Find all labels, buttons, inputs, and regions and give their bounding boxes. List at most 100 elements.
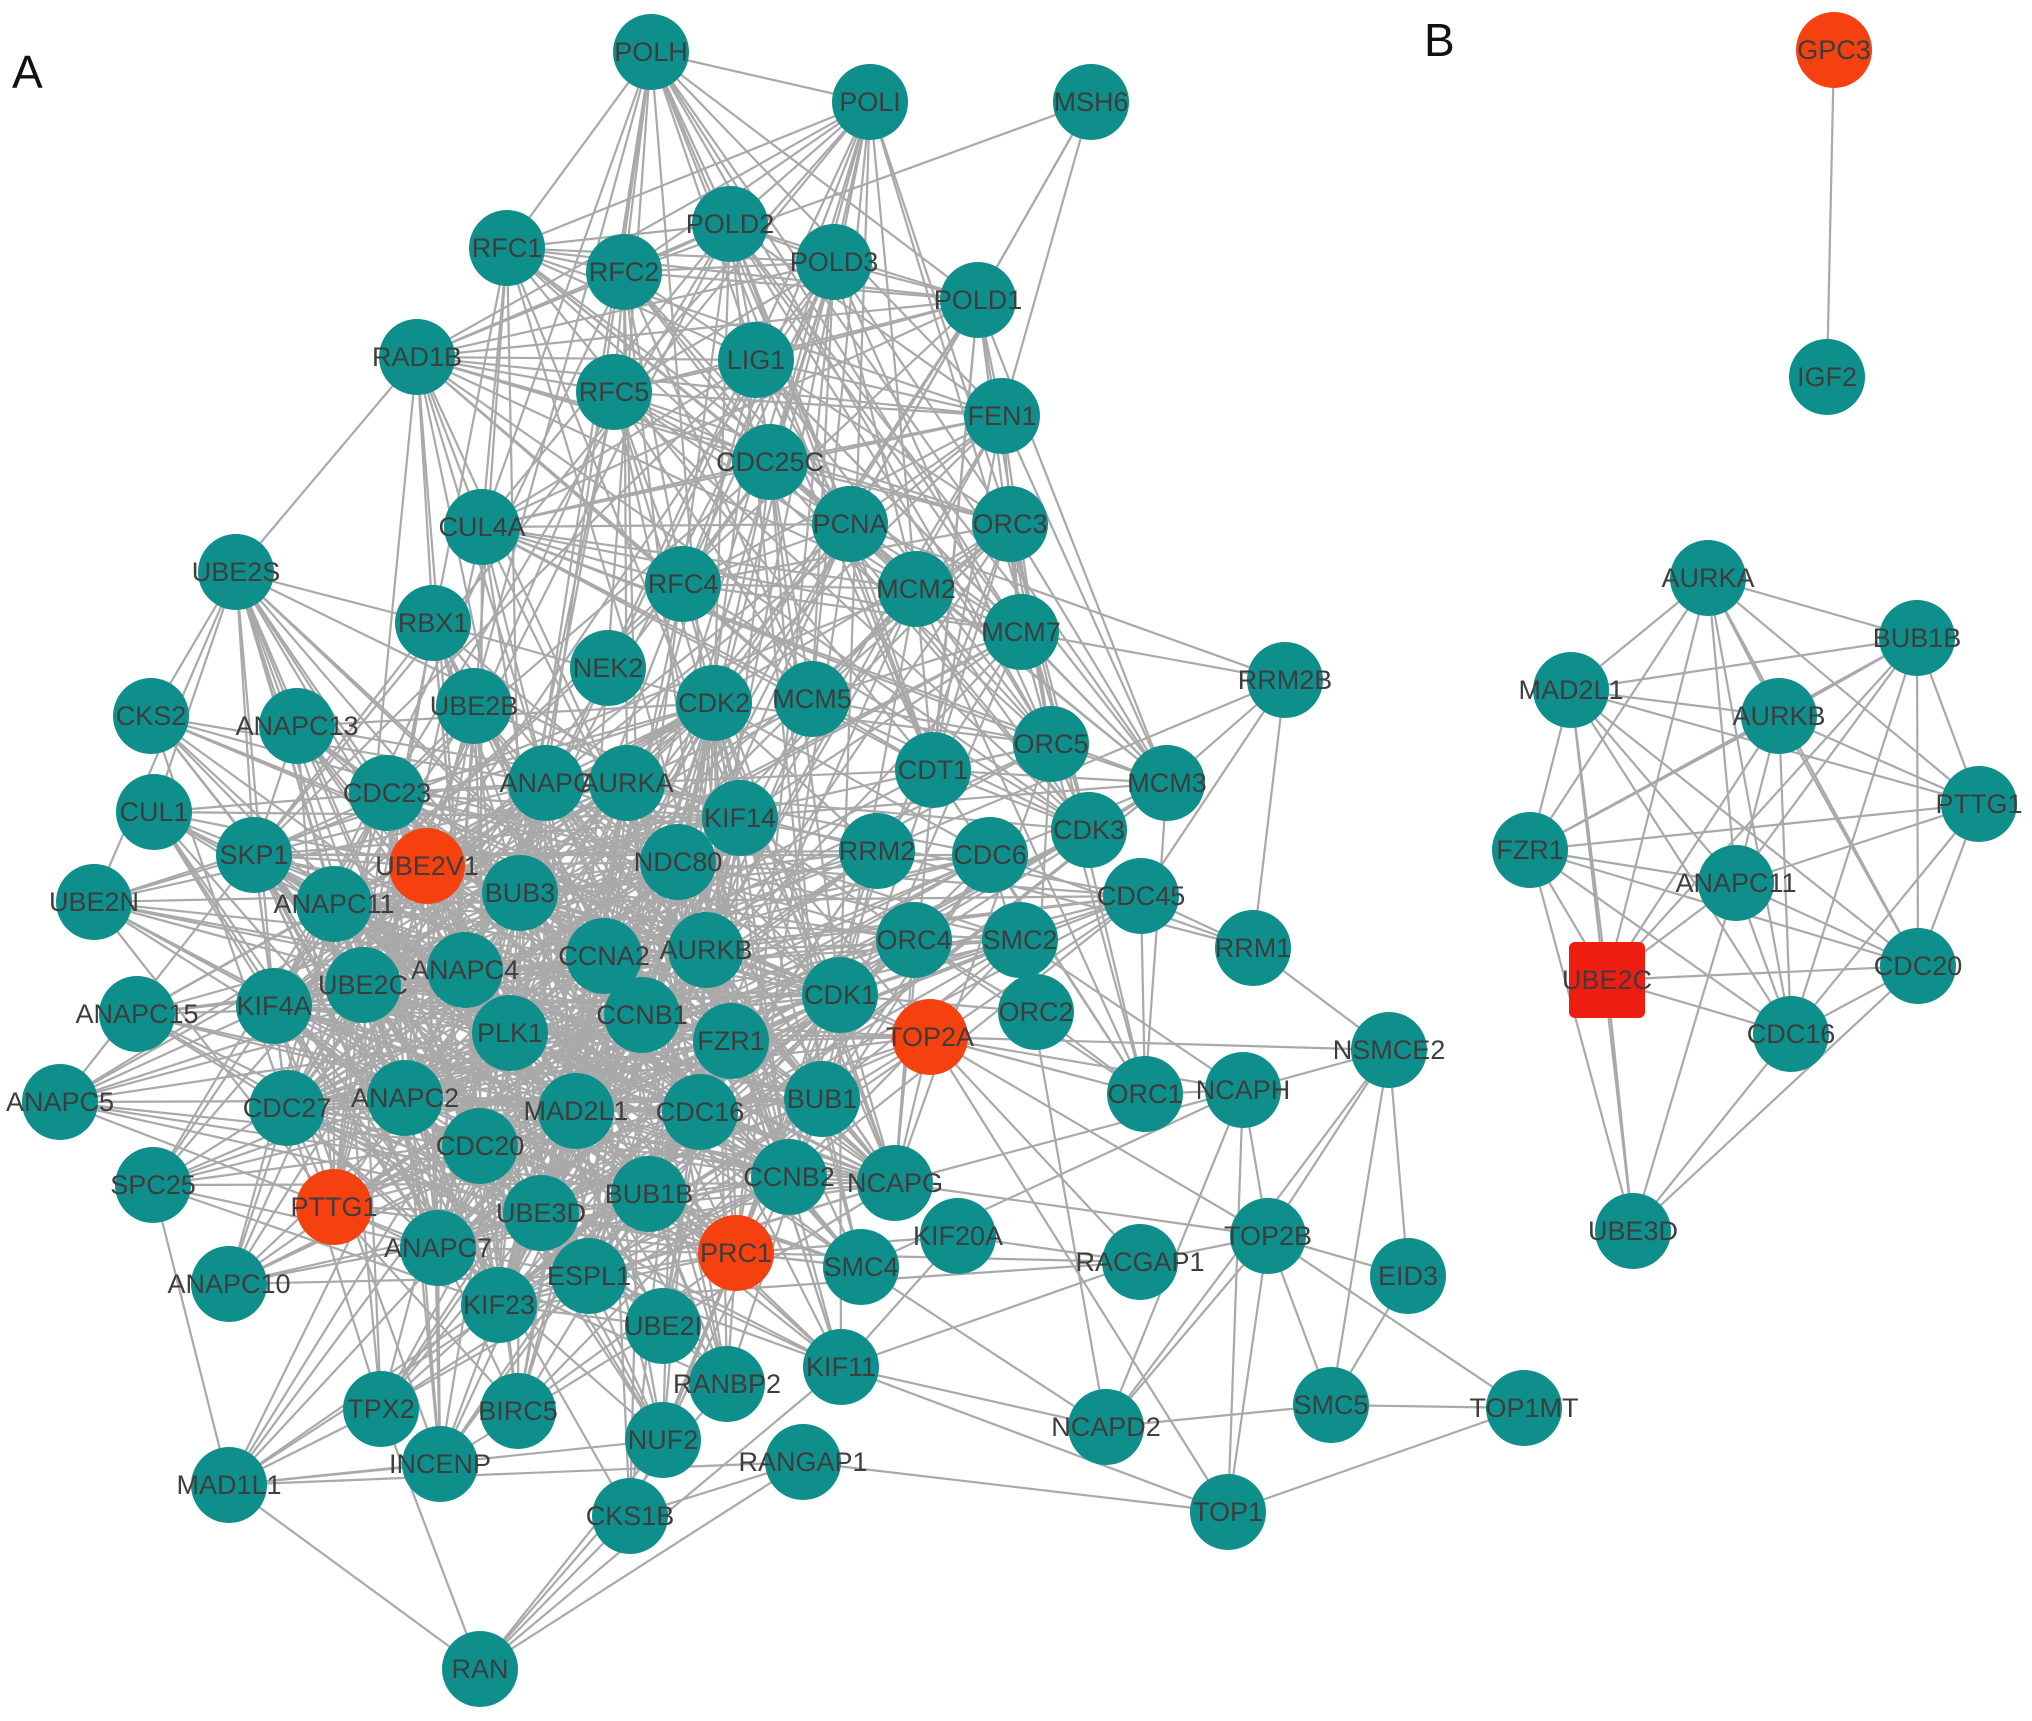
node-label: NSMCE2	[1333, 1035, 1446, 1065]
a-node-mcm5: MCM5	[772, 661, 852, 737]
a-node-top1: TOP1	[1190, 1474, 1266, 1550]
a-node-fen1: FEN1	[964, 378, 1040, 454]
node-circle-shape	[765, 1424, 841, 1500]
a-node-rrm1: RRM1	[1215, 910, 1291, 986]
edge-lig1-skp1	[253, 359, 757, 856]
node-circle-shape	[972, 486, 1048, 562]
node-label: BIRC5	[478, 1396, 558, 1426]
node-circle-shape	[461, 1267, 537, 1343]
edge-rrm2b-mcm7	[1020, 630, 1286, 682]
node-circle-shape	[1103, 858, 1179, 934]
node-label: POLD1	[934, 285, 1023, 315]
edge-cdc25c-mcm5	[768, 461, 814, 700]
node-circle-shape	[895, 732, 971, 808]
a-node-cdc27: CDC27	[243, 1070, 331, 1146]
node-circle-shape	[812, 486, 888, 562]
node-label: RFC1	[472, 233, 543, 263]
b-node-gpc3: GPC3	[1796, 12, 1872, 88]
edge-rfc5-cdk3	[613, 391, 1090, 831]
node-label: SPC25	[110, 1170, 196, 1200]
node-label: TOP2A	[886, 1022, 974, 1052]
a-node-racgap1: RACGAP1	[1075, 1224, 1205, 1300]
edge-rrm1-rrm2	[876, 849, 1254, 950]
node-circle-shape	[1051, 792, 1127, 868]
b-node-pttg1: PTTG1	[1935, 766, 2023, 842]
a-node-cks1b: CKS1B	[586, 1478, 674, 1554]
edge-ube2s-cul1	[152, 571, 238, 813]
edge-mcm7-kif14	[739, 631, 1022, 819]
node-label: NCAPH	[1196, 1075, 1291, 1105]
node-circle-shape	[1492, 812, 1568, 888]
node-circle-shape	[1190, 1474, 1266, 1550]
edge-rbx1-skp1	[253, 622, 434, 856]
edge-cul4a-mad2l1	[480, 526, 578, 1112]
a-node-mad1l1: MAD1L1	[176, 1447, 282, 1523]
a-node-lig1: LIG1	[718, 322, 794, 398]
edge-ube2c-ube3d	[1605, 979, 1635, 1232]
node-label: UBE2V1	[375, 851, 479, 881]
node-label: CDC23	[343, 778, 432, 808]
b-node-bub1b: BUB1B	[1873, 600, 1961, 676]
edge-rrm2-ccnb1	[641, 850, 878, 1016]
node-label: ANAPC	[499, 768, 592, 798]
edge-ube2s-cdc23	[235, 571, 388, 794]
edge-racgap1-top2a	[929, 1036, 1141, 1263]
edge-ube3d-ncapg	[540, 1181, 896, 1215]
a-node-nsmce2: NSMCE2	[1333, 1012, 1446, 1088]
edge-aurka-cdc16	[1706, 577, 1793, 1035]
node-label: CDC16	[1747, 1019, 1836, 1049]
node-label: CKS2	[116, 701, 187, 731]
node-circle-shape	[698, 1215, 774, 1291]
node-label: UBE3D	[496, 1198, 586, 1228]
a-node-ndc80: NDC80	[634, 824, 722, 900]
a-node-rangap1: RANGAP1	[738, 1424, 868, 1500]
node-label: PLK1	[477, 1018, 543, 1048]
edge-orc3-ube3d	[540, 523, 1011, 1214]
node-label: PRC1	[700, 1238, 772, 1268]
edge-ube2s-skp1	[234, 571, 256, 856]
node-circle-shape	[640, 824, 716, 900]
a-node-bub1: BUB1	[784, 1061, 860, 1137]
node-label: LIG1	[727, 345, 786, 375]
a-node-rfc4: RFC4	[645, 546, 721, 622]
a-node-cul1: CUL1	[116, 774, 192, 850]
node-circle-shape	[402, 1426, 478, 1502]
node-label: ANAPC15	[75, 999, 198, 1029]
node-circle-shape	[1370, 1238, 1446, 1314]
node-square-shape	[1569, 942, 1645, 1018]
node-circle-shape	[1102, 1224, 1178, 1300]
node-circle-shape	[857, 1145, 933, 1221]
edge-top2b-top2a	[929, 1036, 1269, 1237]
b-node-aurkb: AURKB	[1732, 678, 1826, 754]
node-circle-shape	[823, 1229, 899, 1305]
edge-pold1-plk1	[509, 299, 979, 1034]
edge-lig1-fen1	[755, 358, 1003, 418]
b-node-cdc20: CDC20	[1874, 928, 1962, 1004]
edge-pold2-fen1	[729, 223, 1003, 417]
b-node-ube2c: UBE2C	[1562, 942, 1652, 1018]
edge-poli-anapc2	[404, 101, 871, 1099]
edge-fen1-orc5	[1000, 415, 1053, 745]
node-circle-shape	[1880, 928, 1956, 1004]
node-circle-shape	[1741, 678, 1817, 754]
a-node-anapc4: ANAPC4	[411, 932, 519, 1008]
edge-pold3-mcm5	[810, 261, 836, 700]
node-label: AURKB	[659, 935, 752, 965]
a-node-kif14: KIF14	[702, 780, 778, 856]
edge-rad1b-rbx1	[415, 356, 435, 624]
node-label: RBX1	[398, 608, 469, 638]
a-node-bub1b: BUB1B	[605, 1156, 693, 1232]
edge-rrm2-ccna2	[603, 849, 878, 958]
node-circle-shape	[692, 186, 768, 262]
node-circle-shape	[940, 262, 1016, 338]
edge-ube2s-fzr1	[235, 571, 732, 1042]
a-node-rad1b: RAD1B	[372, 319, 462, 395]
node-label: KIF14	[704, 803, 776, 833]
node-label: POLH	[614, 37, 688, 67]
node-label: ORC3	[972, 509, 1047, 539]
edge-top2b-top1mt	[1267, 1235, 1525, 1409]
edge-cdc25c-orc3	[769, 460, 1011, 526]
a-node-cdk2: CDK2	[676, 665, 752, 741]
node-label: UBE2B	[430, 691, 519, 721]
a-node-skp1: SKP1	[216, 817, 292, 893]
